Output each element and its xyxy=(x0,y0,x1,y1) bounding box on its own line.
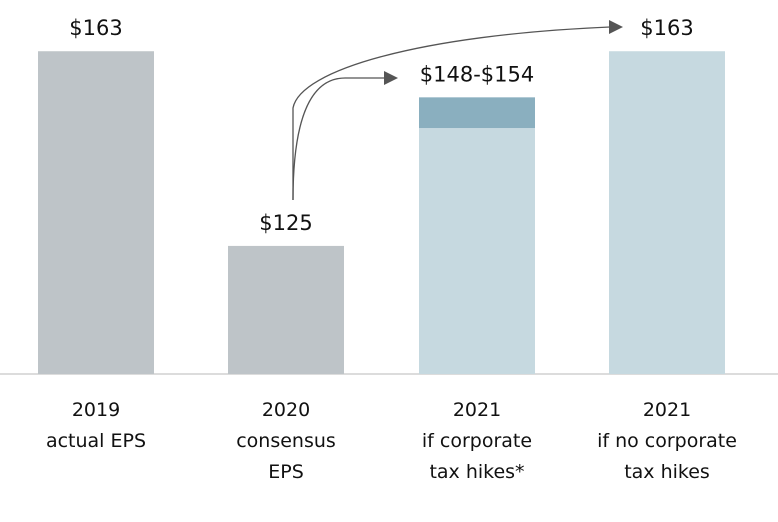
data-label: $163 xyxy=(69,16,122,40)
category-label: if corporate xyxy=(422,430,532,452)
category-label: 2021 xyxy=(453,399,501,421)
bar-low xyxy=(419,128,535,374)
data-label: $148-$154 xyxy=(420,62,534,86)
bar xyxy=(609,51,725,374)
category-label: consensus xyxy=(236,430,336,452)
category-label: tax hikes xyxy=(624,461,710,483)
arrow-to-2021-tax-hikes xyxy=(292,77,385,201)
category-label: EPS xyxy=(268,461,304,483)
category-label: 2020 xyxy=(262,399,310,421)
bar xyxy=(38,51,154,374)
data-label: $125 xyxy=(259,211,312,235)
data-label: $163 xyxy=(640,16,693,40)
arrowhead-icon xyxy=(384,71,398,85)
arrows xyxy=(292,20,623,201)
arrowhead-icon xyxy=(609,20,623,34)
bar-range xyxy=(419,97,535,129)
category-label: 2019 xyxy=(72,399,120,421)
arrow-to-2021-no-tax-hikes xyxy=(292,26,611,200)
category-label: tax hikes* xyxy=(429,461,524,483)
category-label: actual EPS xyxy=(46,430,146,452)
bar xyxy=(228,245,344,374)
category-label: 2021 xyxy=(643,399,691,421)
category-label: if no corporate xyxy=(597,430,737,452)
